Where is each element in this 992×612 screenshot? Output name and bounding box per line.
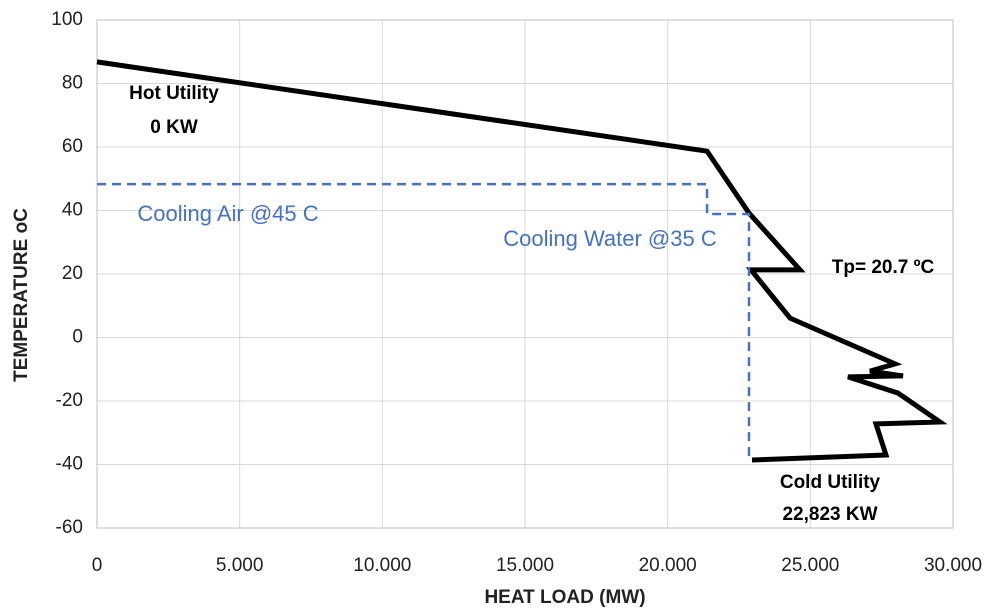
y-axis-label: TEMPERATURE oC (11, 208, 32, 382)
annotation: Cooling Air @45 C (137, 201, 318, 226)
y-tick-label: 100 (51, 9, 83, 30)
y-tick-label: -40 (56, 454, 83, 475)
y-tick-label: -60 (56, 517, 83, 538)
x-tick-label: 25.000 (781, 555, 839, 576)
x-tick-label: 5.000 (216, 555, 264, 576)
x-axis-label: HEAT LOAD (MW) (484, 587, 645, 608)
y-tick-label: 80 (62, 73, 83, 94)
annotation: 0 KW (150, 117, 198, 138)
y-tick-label: 20 (62, 263, 83, 284)
y-tick-label: 0 (72, 327, 83, 348)
x-tick-label: 15.000 (496, 555, 554, 576)
x-tick-label: 0 (92, 555, 103, 576)
annotation: Cooling Water @35 C (503, 226, 717, 251)
plot-border (96, 19, 954, 529)
y-tick-label: 40 (62, 200, 83, 221)
x-tick-label: 20.000 (639, 555, 697, 576)
series-line (97, 182, 751, 461)
x-tick-label: 30.000 (924, 555, 982, 576)
annotation: Cold Utility (780, 472, 881, 493)
series-line (96, 59, 948, 463)
y-tick-label: -20 (56, 390, 83, 411)
annotation: Hot Utility (129, 83, 219, 104)
x-tick-label: 10.000 (353, 555, 411, 576)
annotation: Tp= 20.7 ºC (832, 257, 935, 278)
annotation: 22,823 KW (782, 504, 877, 525)
y-tick-label: 60 (62, 136, 83, 157)
